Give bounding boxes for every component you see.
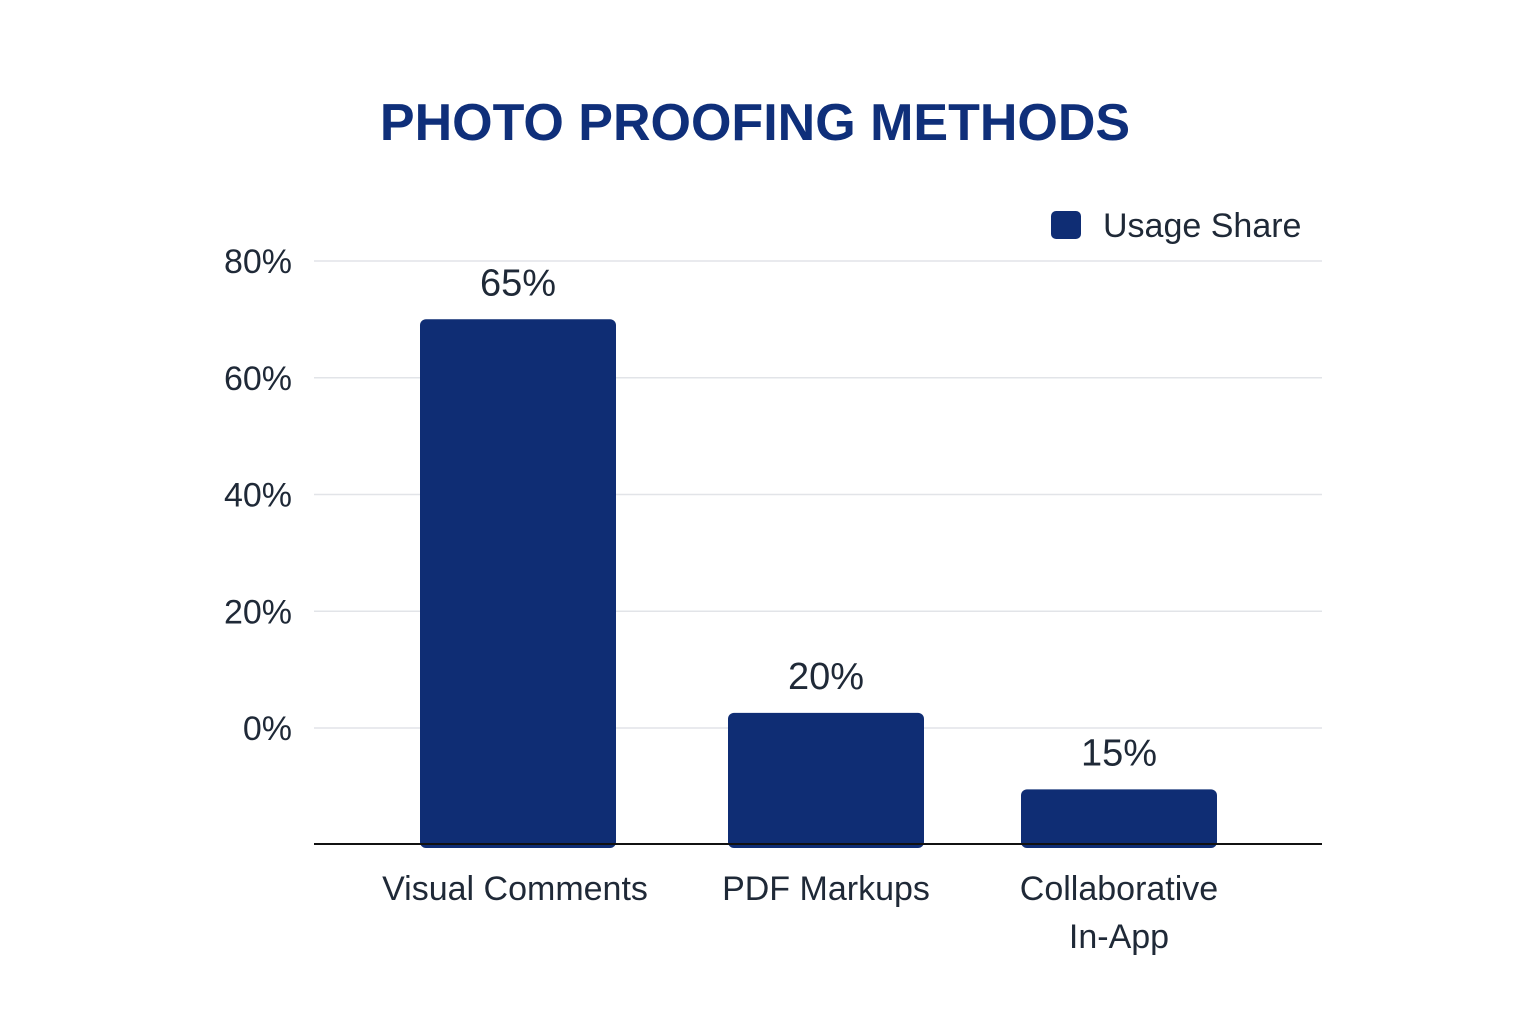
y-tick-label: 80% [224,243,292,281]
y-tick-label: 20% [224,593,292,631]
category-label: In-App [1069,918,1169,956]
data-label: 15% [1081,732,1157,774]
category-label: Collaborative [1020,870,1218,908]
y-tick-label: 40% [224,477,292,515]
category-label: PDF Markups [722,870,930,908]
y-tick-label: 0% [243,710,292,748]
data-labels: 65% 20% 15% [480,262,1157,774]
bar [420,319,616,848]
legend-swatch [1051,211,1081,239]
data-label: 20% [788,656,864,698]
bars [420,319,1217,848]
chart-title: PHOTO PROOFING METHODS [380,94,1130,152]
category-labels: Visual Comments PDF Markups Collaborative I… [382,870,1218,956]
data-label: 65% [480,262,556,304]
bar [728,712,924,848]
y-tick-label: 60% [224,360,292,398]
category-label: Visual Comments [382,870,648,908]
y-axis-ticks: 80% 60% 40% 20% 0% [224,243,292,748]
bar [1021,789,1217,848]
legend-label: Usage Share [1103,207,1301,245]
legend: Usage Share [1051,207,1301,245]
